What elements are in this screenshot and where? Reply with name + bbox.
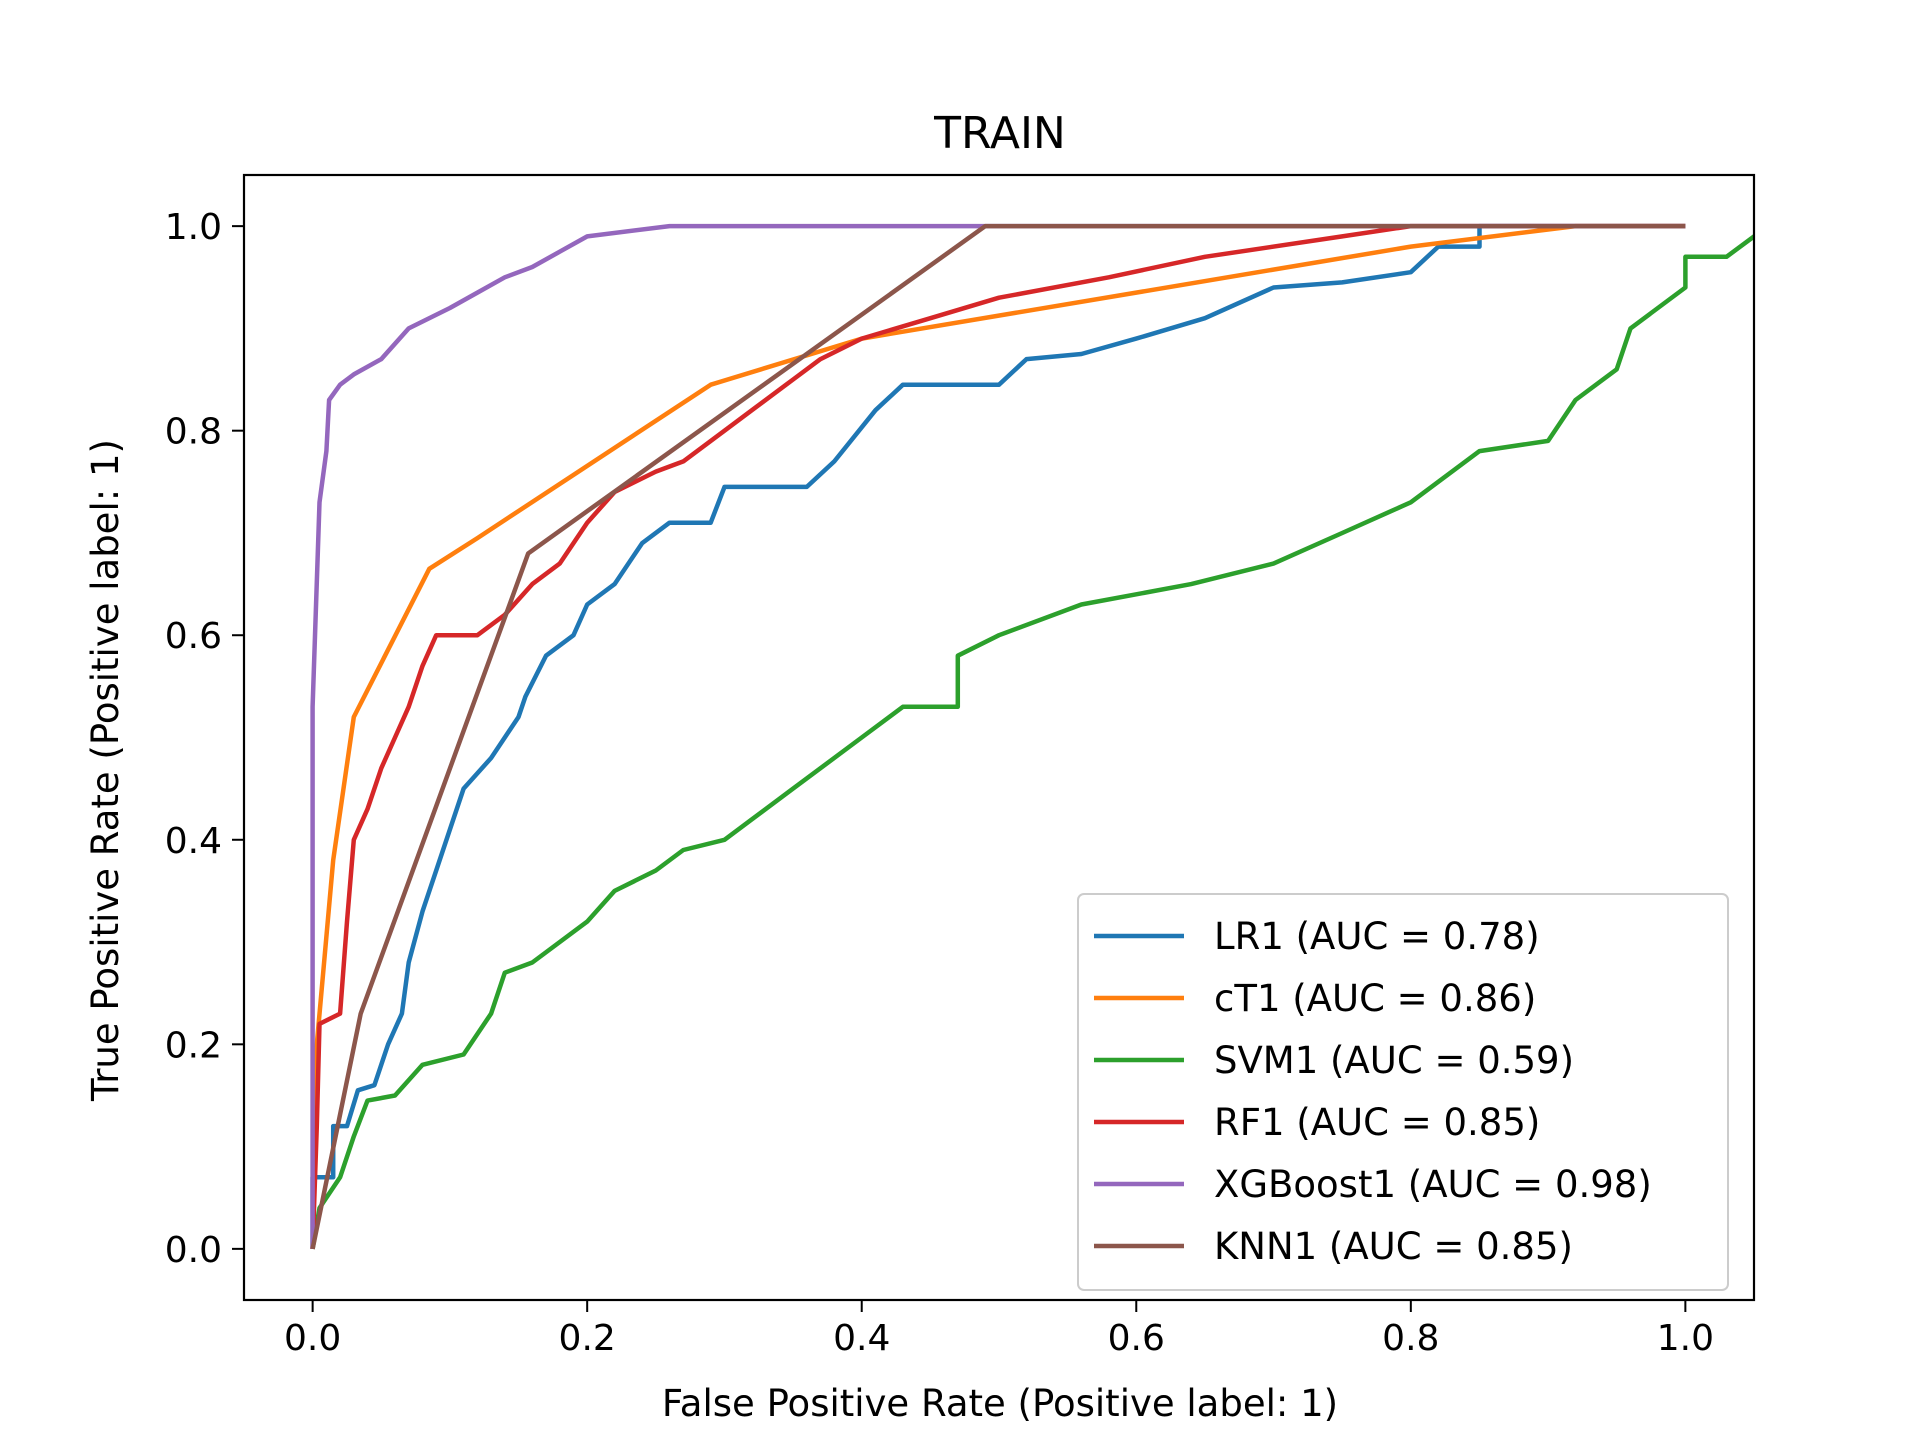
legend-entry-2: SVM1 (AUC = 0.59)	[1214, 1039, 1574, 1082]
y-tick-label-5: 1.0	[165, 207, 222, 248]
x-tick-label-4: 0.8	[1382, 1318, 1439, 1359]
legend-entry-0: LR1 (AUC = 0.78)	[1214, 915, 1540, 958]
y-axis-label: True Positive Rate (Positive label: 1)	[84, 439, 127, 1102]
y-tick-label-0: 0.0	[165, 1230, 222, 1271]
chart-title: TRAIN	[933, 108, 1066, 159]
plot-frame	[242, 173, 1756, 1302]
x-tick-label-0: 0.0	[284, 1318, 341, 1359]
legend-entry-3: RF1 (AUC = 0.85)	[1214, 1101, 1540, 1144]
series-line-3	[310, 223, 1686, 1249]
series-line-1	[310, 223, 1686, 1249]
x-tick-label-3: 0.6	[1108, 1318, 1165, 1359]
series-line-2	[310, 233, 1754, 1250]
series-line-4	[310, 223, 1686, 1249]
legend-entry-4: XGBoost1 (AUC = 0.98)	[1214, 1163, 1652, 1206]
x-tick-label-5: 1.0	[1657, 1318, 1714, 1359]
series-line-0	[310, 223, 1686, 1249]
legend-box	[1077, 893, 1729, 1291]
x-tick-label-2: 0.4	[833, 1318, 890, 1359]
x-tick-label-1: 0.2	[559, 1318, 616, 1359]
legend-entry-1: cT1 (AUC = 0.86)	[1214, 977, 1536, 1020]
legend-entry-5: KNN1 (AUC = 0.85)	[1214, 1225, 1573, 1268]
y-tick-label-1: 0.2	[165, 1025, 222, 1066]
series-line-5	[310, 223, 1686, 1250]
y-tick-label-3: 0.6	[165, 616, 222, 657]
y-tick-label-2: 0.4	[165, 821, 222, 862]
y-tick-label-4: 0.8	[165, 412, 222, 453]
x-axis-label: False Positive Rate (Positive label: 1)	[662, 1382, 1338, 1425]
